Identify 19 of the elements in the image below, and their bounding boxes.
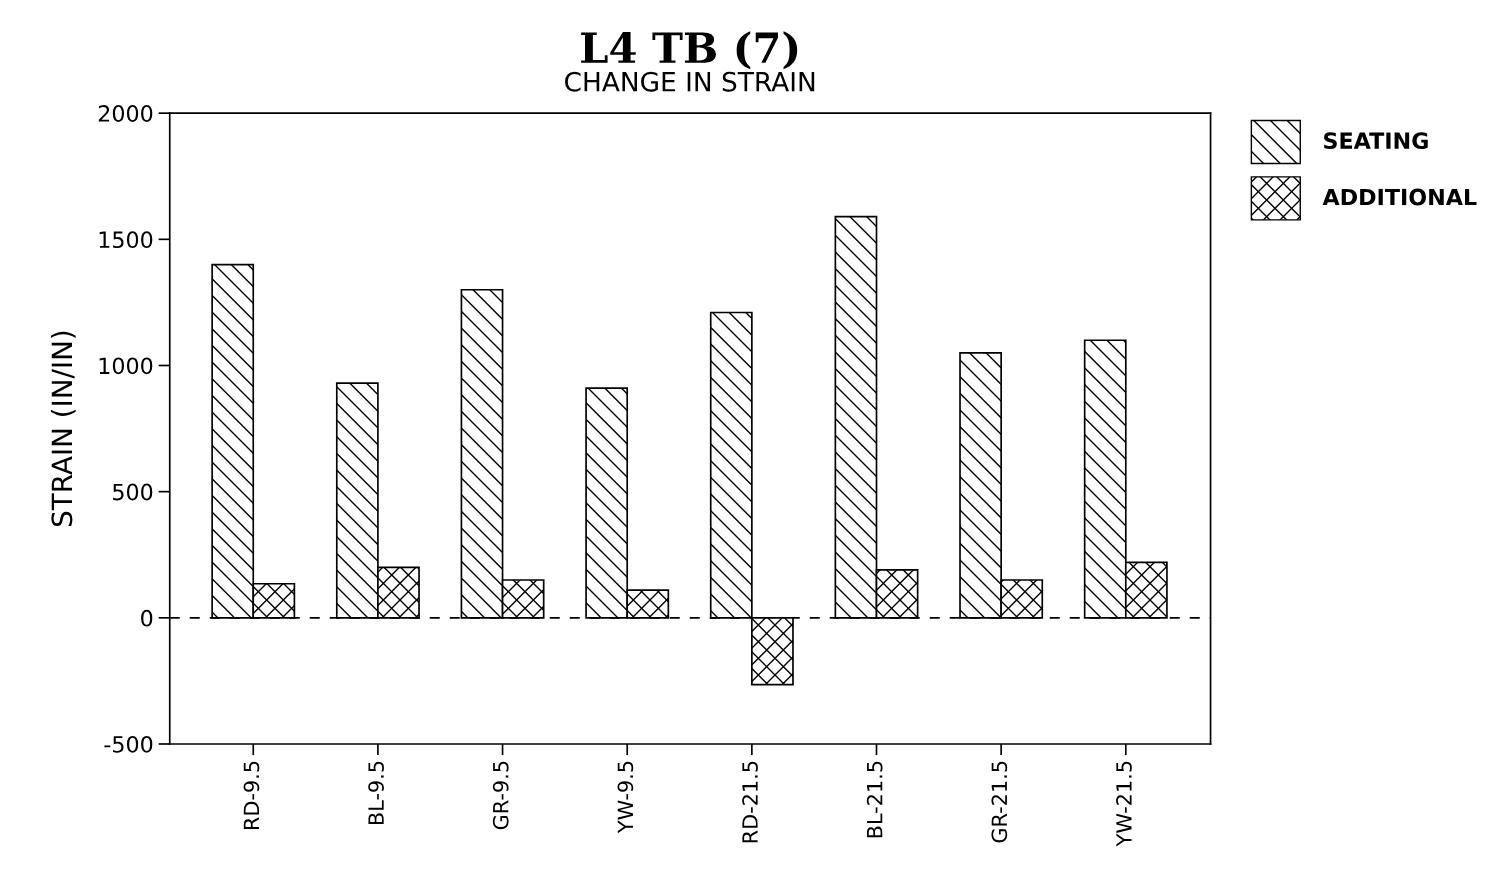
x-tick-label: YW-21.5 (1116, 761, 1132, 847)
x-tick-label: BL-21.5 (866, 761, 883, 838)
chart-title: L4 TB (7) (581, 31, 798, 70)
y-axis-title: STRAIN (IN/IN) (50, 331, 76, 527)
x-tick-label: GR-9.5 (492, 761, 509, 830)
x-tick-label: BL-9.5 (368, 761, 384, 825)
chart-subtitle: CHANGE IN STRAIN (565, 71, 815, 92)
y-tick-label: 0 (141, 609, 153, 627)
x-tick-label: GR-21.5 (991, 761, 1008, 843)
y-tick-label: -500 (104, 735, 153, 753)
legend-label: ADDITIONAL (1322, 188, 1477, 206)
x-tick-label: YW-9.5 (617, 761, 634, 834)
y-tick-label: 500 (113, 483, 153, 501)
x-tick-label: RD-21.5 (742, 761, 758, 843)
y-tick-label: 1000 (99, 357, 153, 375)
legend-label: SEATING (1324, 132, 1428, 150)
y-tick-label: 1500 (99, 231, 153, 249)
x-tick-label: RD-9.5 (243, 761, 260, 830)
y-tick-label: 2000 (98, 105, 153, 122)
